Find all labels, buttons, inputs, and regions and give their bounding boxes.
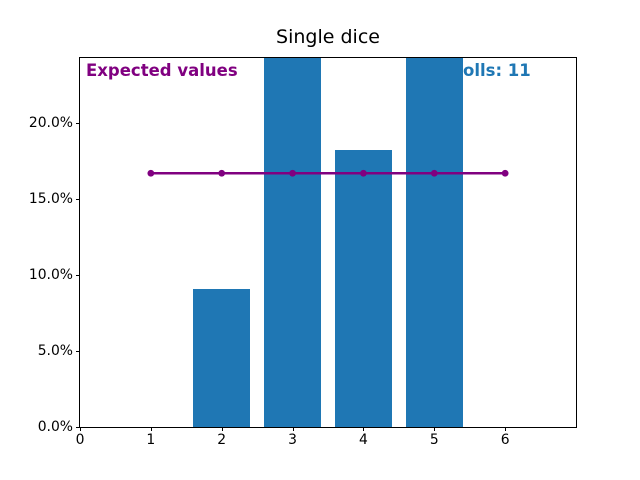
x-axis-tick-label: 5 <box>429 432 439 448</box>
annotation-expected-values: Expected values <box>86 61 238 80</box>
frequency-bar-3 <box>264 58 321 427</box>
x-axis-tick-label: 6 <box>500 432 510 448</box>
x-axis-tick-label: 3 <box>288 432 297 448</box>
x-axis-tick-label: 4 <box>359 432 368 448</box>
x-axis-tick-label: 1 <box>146 432 156 448</box>
chart-title: Single dice <box>276 26 380 48</box>
frequency-bar-4 <box>335 150 392 427</box>
y-axis-tick-label: 20.0% <box>28 114 73 131</box>
annotation-rolls-count: olls: 11 <box>463 61 531 80</box>
y-axis-tick <box>76 350 80 352</box>
line-marker <box>360 169 367 177</box>
y-axis-tick <box>76 274 80 276</box>
line-marker <box>501 169 509 177</box>
line-marker <box>289 169 296 177</box>
y-axis-tick-label: 15.0% <box>28 190 73 207</box>
x-axis-tick <box>150 427 152 431</box>
y-axis-tick <box>76 122 80 124</box>
x-axis-tick <box>363 427 365 431</box>
x-axis-tick <box>80 427 81 431</box>
line-marker <box>430 169 438 177</box>
x-axis-tick <box>434 427 436 431</box>
y-axis-tick-label: 0.0% <box>37 419 73 435</box>
line-marker <box>218 169 226 177</box>
x-axis-tick-label: 0 <box>75 432 85 448</box>
expected-value-line <box>147 169 509 177</box>
frequency-bar-2 <box>193 288 251 427</box>
frequency-bar-5 <box>405 58 463 427</box>
x-axis-tick <box>221 427 223 431</box>
plot-area: Expected values olls: 11 <box>80 58 576 427</box>
y-axis-tick <box>76 198 80 200</box>
x-axis-tick <box>505 427 507 431</box>
x-axis-tick-label: 2 <box>217 432 227 448</box>
line-marker <box>147 169 155 177</box>
x-axis-tick <box>292 427 294 431</box>
y-axis-tick <box>76 427 80 428</box>
y-axis-tick-label: 5.0% <box>37 342 73 359</box>
y-axis-tick-label: 10.0% <box>28 266 73 283</box>
